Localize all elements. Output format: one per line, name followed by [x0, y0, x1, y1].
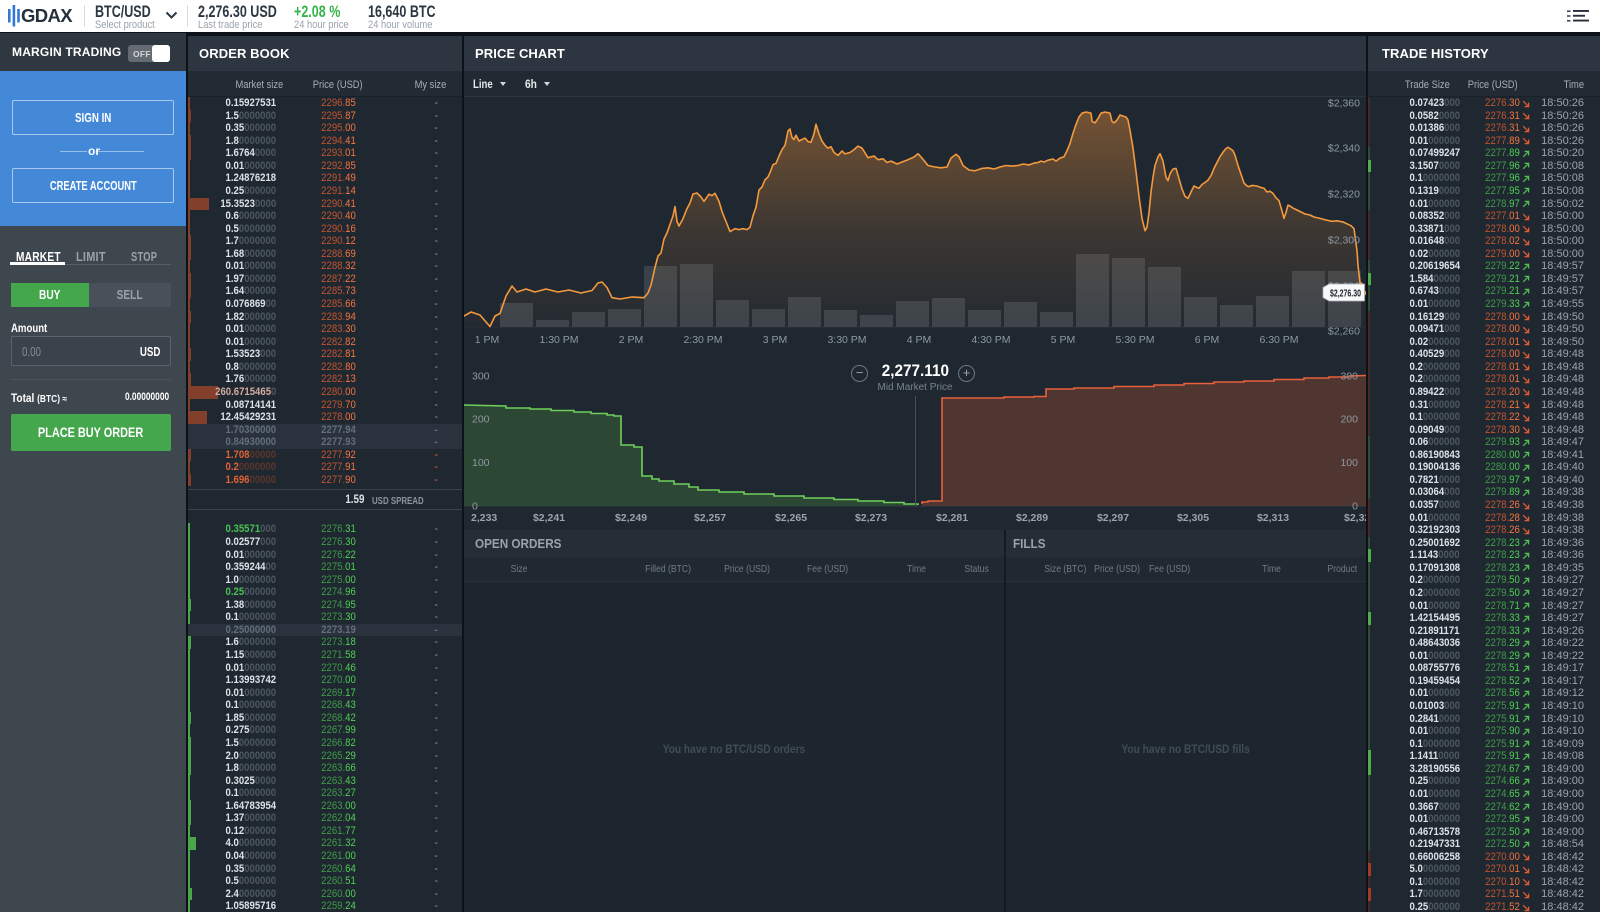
svg-text:$2,241: $2,241	[533, 512, 565, 524]
svg-text:$2,289: $2,289	[1016, 512, 1048, 524]
svg-text:4 PM: 4 PM	[907, 334, 932, 346]
svg-text:4:30 PM: 4:30 PM	[971, 334, 1010, 346]
svg-text:2,233: 2,233	[471, 512, 497, 524]
svg-text:$2,340: $2,340	[1328, 143, 1360, 155]
svg-text:100: 100	[1340, 457, 1358, 469]
svg-text:1:30 PM: 1:30 PM	[539, 334, 578, 346]
svg-text:5 PM: 5 PM	[1051, 334, 1076, 346]
svg-text:0: 0	[472, 501, 478, 513]
svg-text:$2,249: $2,249	[615, 512, 647, 524]
svg-text:2:30 PM: 2:30 PM	[683, 334, 722, 346]
svg-text:3:30 PM: 3:30 PM	[827, 334, 866, 346]
svg-text:300: 300	[472, 371, 490, 383]
svg-text:$2,320: $2,320	[1328, 189, 1360, 201]
svg-text:6 PM: 6 PM	[1195, 334, 1220, 346]
svg-text:$2,257: $2,257	[694, 512, 726, 524]
svg-text:$2,273: $2,273	[855, 512, 887, 524]
svg-text:2 PM: 2 PM	[619, 334, 644, 346]
svg-text:200: 200	[472, 414, 490, 426]
svg-text:$2,265: $2,265	[775, 512, 807, 524]
svg-text:6:30 PM: 6:30 PM	[1259, 334, 1298, 346]
svg-text:5:30 PM: 5:30 PM	[1115, 334, 1154, 346]
svg-text:0: 0	[1352, 501, 1358, 513]
svg-text:$2,300: $2,300	[1328, 235, 1360, 247]
svg-text:$2,260: $2,260	[1328, 326, 1360, 338]
svg-text:$2,32: $2,32	[1344, 512, 1366, 524]
svg-text:3 PM: 3 PM	[763, 334, 788, 346]
svg-text:$2,297: $2,297	[1097, 512, 1129, 524]
svg-text:300: 300	[1340, 371, 1358, 383]
svg-text:$2,360: $2,360	[1328, 98, 1360, 110]
svg-text:100: 100	[472, 457, 490, 469]
svg-text:1 PM: 1 PM	[475, 334, 500, 346]
svg-text:$2,281: $2,281	[936, 512, 968, 524]
svg-text:$2,276.30: $2,276.30	[1330, 288, 1361, 300]
svg-text:$2,305: $2,305	[1177, 512, 1209, 524]
svg-text:$2,313: $2,313	[1257, 512, 1289, 524]
svg-text:200: 200	[1340, 414, 1358, 426]
